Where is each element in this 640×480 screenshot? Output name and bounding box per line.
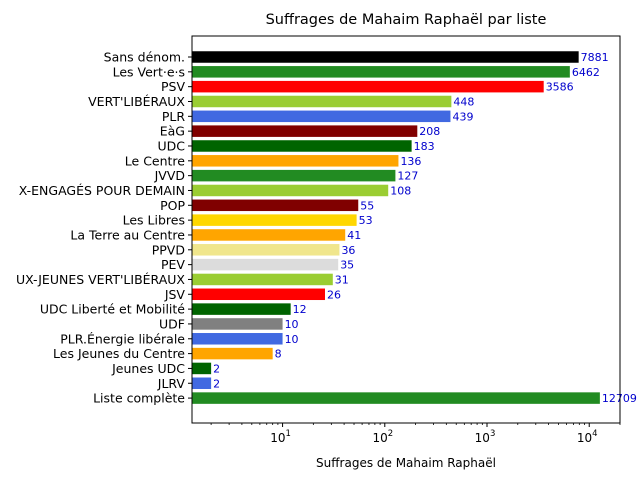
y-tick-label: Sans dénom. (104, 50, 185, 65)
bar-value-label: 2 (213, 377, 220, 390)
bar (192, 155, 399, 167)
y-tick-label: Liste complète (93, 391, 185, 406)
bar (192, 51, 579, 63)
y-tick-label: PLR.Énergie libérale (60, 331, 185, 346)
bar-value-label: 136 (400, 155, 421, 168)
bar (192, 377, 212, 390)
bar-value-label: 3586 (546, 81, 574, 94)
y-tick-label: POP (160, 198, 185, 213)
x-tick-label: 101 (270, 429, 291, 445)
y-tick-label: EàG (160, 124, 185, 139)
y-tick-label: La Terre au Centre (70, 227, 185, 242)
bar (192, 318, 283, 330)
y-tick-label: VERT'LIBÉRAUX (88, 94, 185, 109)
y-tick-label: UDC Liberté et Mobilité (40, 302, 185, 317)
bar (192, 80, 544, 93)
y-tick-label: PEV (161, 257, 185, 272)
bar-value-label: 448 (453, 95, 474, 108)
x-tick-label: 104 (577, 429, 598, 445)
bar (192, 184, 389, 197)
x-tick-label: 103 (475, 429, 496, 445)
bar-value-label: 12709 (602, 392, 637, 405)
bar (192, 258, 339, 271)
bar-value-label: 108 (390, 184, 411, 197)
bar (192, 244, 340, 256)
bars-group (192, 51, 600, 404)
bar (192, 199, 359, 212)
bar (192, 303, 291, 315)
bar (192, 214, 357, 226)
y-tick-label: PSV (161, 79, 185, 94)
bar (192, 273, 333, 286)
y-tick-label: Les Vert·e·s (113, 64, 185, 79)
y-axis-labels: Sans dénom.Les Vert·e·sPSVVERT'LIBÉRAUXP… (16, 50, 192, 406)
x-axis-label: Suffrages de Mahaim Raphaël (316, 456, 496, 470)
bar (192, 169, 396, 182)
y-tick-label: PLR (162, 109, 186, 124)
chart-title: Suffrages de Mahaim Raphaël par liste (266, 12, 547, 28)
bar-value-label: 53 (359, 214, 373, 227)
y-tick-label: Les Libres (123, 213, 185, 228)
y-tick-label: Le Centre (125, 153, 186, 168)
x-tick-label: 102 (372, 429, 393, 445)
bar (192, 110, 451, 123)
y-tick-label: Jeunes UDC (111, 361, 185, 376)
bar-value-label: 439 (452, 110, 473, 123)
bar-value-label: 6462 (572, 66, 600, 79)
y-tick-label: Les Jeunes du Centre (53, 346, 185, 361)
bar-value-label: 12 (293, 303, 307, 316)
bar-value-label: 41 (347, 229, 361, 242)
y-tick-label: JSV (164, 287, 186, 302)
y-tick-label: UX-JEUNES VERT'LIBÉRAUX (16, 272, 185, 287)
y-tick-label: UDC (157, 138, 185, 153)
bar-value-label: 208 (419, 125, 440, 138)
bar-value-label: 26 (327, 288, 341, 301)
bar (192, 288, 325, 301)
bar (192, 347, 273, 360)
bar (192, 125, 418, 137)
bar-value-label: 127 (397, 170, 418, 183)
bar-value-label: 8 (275, 348, 282, 361)
bar (192, 392, 600, 404)
y-tick-label: UDF (159, 316, 185, 331)
bar-value-label: 31 (335, 273, 349, 286)
bar (192, 362, 212, 375)
y-tick-label: PPVD (152, 242, 185, 257)
bar-value-label: 183 (414, 140, 435, 153)
bar-value-label: 35 (340, 259, 354, 272)
y-tick-label: JLRV (157, 376, 186, 391)
bar (192, 229, 346, 241)
bar-value-label: 10 (285, 318, 299, 331)
bar-value-label: 10 (285, 333, 299, 346)
y-tick-label: JVVD (154, 168, 185, 183)
bar-value-label: 2 (213, 362, 220, 375)
bar-value-label: 55 (360, 199, 374, 212)
bar (192, 66, 570, 78)
bar-value-label: 36 (341, 244, 355, 257)
y-tick-label: X-ENGAGÉS POUR DEMAIN (19, 183, 185, 198)
bar (192, 140, 412, 152)
value-labels-group: 7881646235864484392081831361271085553413… (213, 51, 637, 405)
plot-frame (191, 35, 621, 424)
bar (192, 333, 283, 345)
bar-value-label: 7881 (581, 51, 609, 64)
bar (192, 95, 452, 108)
